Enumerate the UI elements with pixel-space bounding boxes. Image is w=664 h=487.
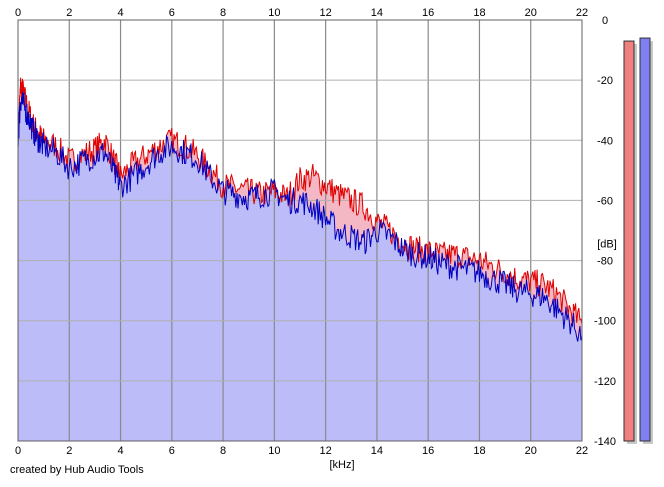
x-tick-top-14: 14 (371, 7, 383, 19)
x-tick-bottom-14: 14 (371, 445, 383, 457)
x-tick-top-8: 8 (220, 7, 226, 19)
x-tick-bottom-12: 12 (320, 445, 332, 457)
x-tick-bottom-4: 4 (117, 445, 123, 457)
series-1-line (17, 91, 583, 342)
x-tick-bottom-16: 16 (422, 445, 434, 457)
x-tick-bottom-8: 8 (220, 445, 226, 457)
y-tick--140: -140 (594, 436, 616, 448)
series-1-area (18, 91, 582, 441)
x-tick-bottom-6: 6 (169, 445, 175, 457)
x-tick-top-10: 10 (268, 7, 280, 19)
x-tick-top-18: 18 (473, 7, 485, 19)
x-tick-top-6: 6 (169, 7, 175, 19)
x-tick-top-20: 20 (525, 7, 537, 19)
x-tick-top-12: 12 (320, 7, 332, 19)
x-tick-bottom-20: 20 (525, 445, 537, 457)
y-tick-0: 0 (602, 15, 608, 27)
plot-frame (17, 19, 583, 442)
x-tick-top-22: 22 (576, 7, 588, 19)
x-tick-top-2: 2 (66, 7, 72, 19)
level-meter-0 (623, 40, 635, 442)
y-axis-label: [dB] (597, 239, 617, 251)
credit-text: created by Hub Audio Tools (10, 464, 144, 476)
x-tick-top-16: 16 (422, 7, 434, 19)
y-tick--40: -40 (597, 135, 613, 147)
y-tick--60: -60 (597, 195, 613, 207)
x-tick-bottom-2: 2 (66, 445, 72, 457)
y-tick--100: -100 (594, 316, 616, 328)
x-tick-bottom-22: 22 (576, 445, 588, 457)
x-tick-bottom-0: 0 (15, 445, 21, 457)
x-tick-bottom-10: 10 (268, 445, 280, 457)
y-tick--80: -80 (597, 256, 613, 268)
x-tick-top-0: 0 (15, 7, 21, 19)
x-axis-label: [kHz] (329, 459, 354, 471)
x-tick-top-4: 4 (117, 7, 123, 19)
y-tick--120: -120 (594, 376, 616, 388)
level-meter-1 (639, 37, 651, 442)
x-tick-bottom-18: 18 (473, 445, 485, 457)
series-0-line (17, 77, 583, 326)
y-tick--20: -20 (597, 75, 613, 87)
